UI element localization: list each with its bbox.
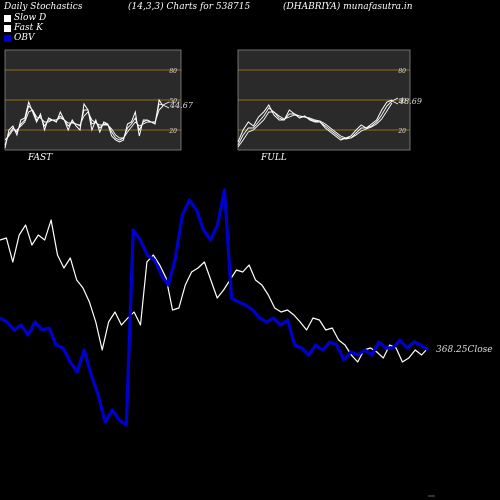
close-value-label: 368.25Close — [436, 345, 493, 355]
fast-tick-20: 20 — [168, 128, 177, 135]
full-last-value-label: 48.69 — [398, 97, 422, 106]
main-series-close — [0, 219, 429, 363]
legend-label-slow-d: Slow D — [14, 13, 47, 23]
main-series-obv — [0, 188, 429, 427]
fast-last-arrow — [162, 101, 170, 109]
legend-swatch-obv — [4, 34, 11, 42]
full-last-arrow — [391, 97, 399, 105]
fast-last-value-label: 44.67 — [169, 101, 194, 110]
full-series-2 — [237, 102, 393, 148]
fast-series-2 — [4, 105, 164, 141]
legend-label-fast-k: Fast K — [14, 23, 43, 33]
legend-fast-k: Fast K — [4, 23, 43, 33]
chart-header-left: Daily Stochastics — [4, 2, 83, 12]
legend-swatch-slow-d — [4, 14, 11, 22]
legend-label-obv: OBV — [14, 33, 35, 43]
legend-slow-d: Slow D — [4, 13, 46, 23]
chart-header-params: (14,3,3) Charts for 538715 — [128, 2, 251, 12]
fast-tick-50: 50 — [169, 98, 177, 105]
fast-tick-80: 80 — [169, 68, 177, 75]
chart-header-right: (DHABRIYA) munafasutra.in — [283, 2, 413, 12]
full-series-1 — [237, 100, 393, 146]
full-tick-20: 20 — [397, 128, 406, 135]
full-tick-80: 80 — [398, 68, 406, 75]
full-tick-50: 50 — [398, 98, 406, 105]
fast-panel-title: FAST — [28, 153, 53, 163]
legend-obv: OBV — [4, 33, 35, 43]
legend-swatch-fast-k — [4, 24, 11, 32]
fast-series-1 — [4, 103, 164, 146]
full-panel-title: FULL — [261, 153, 287, 163]
